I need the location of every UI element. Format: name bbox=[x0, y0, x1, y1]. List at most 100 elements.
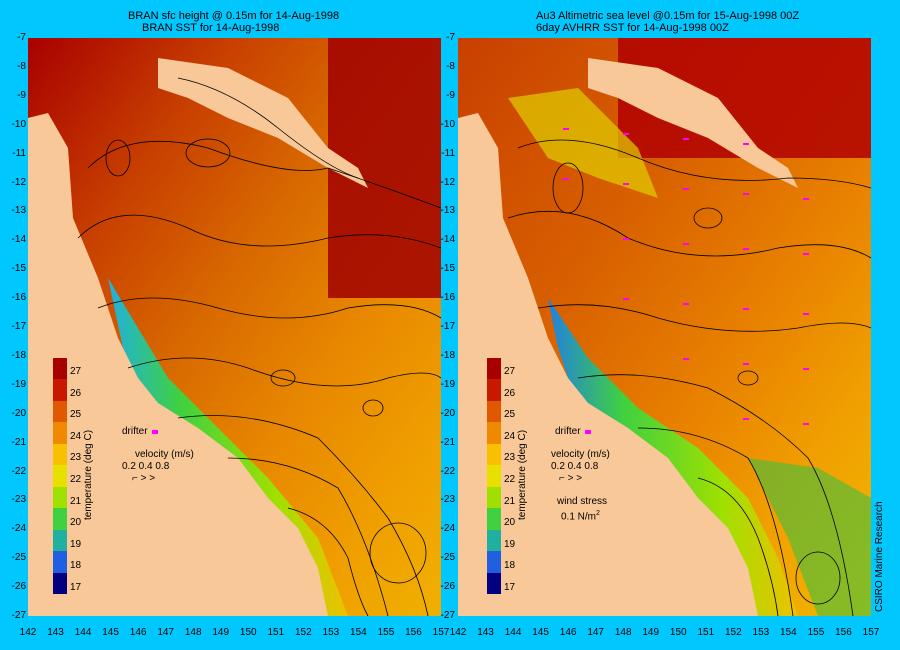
left-drifter-legend: drifter bbox=[122, 426, 159, 438]
colorbar-segment bbox=[487, 400, 501, 423]
colorbar-segment bbox=[53, 551, 67, 573]
longitude-tick-label: 146 bbox=[559, 627, 577, 638]
velocity-label: velocity (m/s) bbox=[135, 449, 194, 460]
latitude-tick-label: -19 bbox=[11, 378, 26, 390]
colorbar-tick-label: 21 bbox=[504, 495, 516, 507]
latitude-tick-label: -20 bbox=[11, 407, 26, 419]
latitude-tick-label: -16 bbox=[440, 292, 455, 304]
latitude-tick-label: -13 bbox=[440, 205, 455, 217]
latitude-tick-label: -24 bbox=[11, 523, 26, 535]
colorbar-tick-label: 22 bbox=[504, 474, 516, 485]
right-map bbox=[458, 38, 871, 616]
latitude-tick-label: -27 bbox=[11, 610, 26, 621]
latitude-tick-label: -9 bbox=[17, 89, 26, 101]
latitude-tick-label: -14 bbox=[11, 234, 26, 246]
latitude-tick-label: -27 bbox=[440, 610, 455, 621]
colorbar-tick-label: 26 bbox=[70, 387, 82, 399]
right-colorbar-title: temperature (deg C) bbox=[517, 429, 528, 520]
colorbar-tick-label: 24 bbox=[504, 430, 516, 442]
longitude-tick-label: 157 bbox=[432, 627, 450, 638]
longitude-tick-label: 156 bbox=[835, 627, 852, 638]
colorbar-segment bbox=[487, 465, 501, 487]
colorbar-tick-label: 17 bbox=[70, 582, 82, 593]
longitude-tick-label: 144 bbox=[504, 627, 522, 638]
credit-text: CSIRO Marine Research bbox=[874, 501, 885, 612]
longitude-tick-label: 154 bbox=[780, 627, 797, 638]
longitude-tick-label: 146 bbox=[129, 627, 147, 638]
wind-stress-legend: wind stress 0.1 N/m2 bbox=[557, 496, 607, 523]
left-map bbox=[28, 38, 441, 616]
colorbar-tick-label: 23 bbox=[70, 452, 82, 464]
latitude-tick-label: -16 bbox=[11, 292, 26, 304]
latitude-tick-label: -13 bbox=[11, 205, 26, 217]
longitude-tick-label: 150 bbox=[239, 627, 257, 638]
right-title-line2: 6day AVHRR SST for 14-Aug-1998 00Z bbox=[536, 22, 729, 34]
latitude-tick-label: -18 bbox=[440, 349, 455, 361]
latitude-tick-label: -8 bbox=[446, 60, 455, 72]
latitude-tick-label: -8 bbox=[17, 60, 26, 72]
colorbar-tick-label: 19 bbox=[504, 538, 516, 550]
latitude-tick-label: -25 bbox=[11, 552, 26, 564]
longitude-tick-label: 151 bbox=[697, 627, 715, 638]
longitude-tick-label: 152 bbox=[724, 627, 742, 638]
velocity-values: 0.2 0.4 0.8 bbox=[551, 461, 599, 472]
sea-level-contours bbox=[507, 139, 871, 616]
latitude-tick-label: -20 bbox=[440, 407, 455, 419]
velocity-arrows-icon: ⌐ > > bbox=[132, 473, 156, 484]
colorbar-segment bbox=[487, 486, 501, 509]
coastal-cool-water bbox=[548, 298, 798, 616]
latitude-tick-label: -26 bbox=[11, 581, 26, 593]
latitude-tick-label: -15 bbox=[11, 263, 26, 275]
colorbar-segment bbox=[487, 572, 501, 594]
latitude-tick-label: -22 bbox=[11, 465, 26, 477]
latitude-tick-label: -14 bbox=[440, 234, 455, 246]
colorbar-segment bbox=[53, 465, 67, 487]
longitude-tick-label: 143 bbox=[477, 627, 494, 638]
latitude-tick-label: -7 bbox=[17, 32, 26, 43]
left-map-title: BRAN sfc height @ 0.15m for 14-Aug-1998 … bbox=[128, 10, 339, 34]
latitude-tick-label: -10 bbox=[11, 118, 26, 130]
longitude-tick-label: 145 bbox=[102, 627, 119, 638]
longitude-tick-label: 155 bbox=[807, 627, 825, 638]
drifter-label: drifter bbox=[555, 426, 581, 437]
latitude-tick-label: -15 bbox=[440, 263, 455, 275]
colorbar-tick-label: 25 bbox=[70, 409, 82, 421]
longitude-tick-label: 151 bbox=[267, 627, 285, 638]
colorbar-tick-label: 26 bbox=[504, 387, 516, 399]
latitude-tick-label: -25 bbox=[440, 552, 455, 564]
longitude-tick-label: 153 bbox=[322, 627, 340, 638]
right-title-line1: Au3 Altimetric sea level @0.15m for 15-A… bbox=[536, 10, 800, 22]
longitude-tick-label: 149 bbox=[642, 627, 660, 638]
latitude-tick-label: -7 bbox=[446, 32, 455, 43]
sea-level-contours bbox=[77, 138, 441, 616]
colorbar-segment bbox=[487, 379, 501, 401]
latitude-tick-label: -21 bbox=[440, 436, 455, 448]
left-velocity-legend: velocity (m/s) 0.2 0.4 0.8 ⌐ > > bbox=[122, 449, 194, 485]
velocity-label: velocity (m/s) bbox=[551, 449, 610, 460]
colorbar-tick-label: 17 bbox=[504, 582, 516, 593]
longitude-tick-label: 147 bbox=[587, 627, 604, 638]
colorbar-tick-label: 19 bbox=[70, 538, 82, 550]
latitude-tick-label: -24 bbox=[440, 523, 455, 535]
drifter-marker-icon bbox=[152, 430, 159, 434]
colorbar-segment bbox=[487, 443, 501, 466]
colorbar-segment bbox=[487, 551, 501, 573]
left-colorbar-title: temperature (deg C) bbox=[83, 429, 94, 520]
wind-stress-exponent: 2 bbox=[596, 510, 600, 517]
latitude-tick-label: -23 bbox=[440, 494, 455, 506]
longitude-tick-label: 145 bbox=[532, 627, 549, 638]
longitude-tick-label: 157 bbox=[862, 627, 880, 638]
latitude-tick-label: -11 bbox=[441, 147, 455, 159]
latitude-tick-label: -26 bbox=[440, 581, 455, 593]
longitude-tick-label: 147 bbox=[157, 627, 174, 638]
wind-stress-arrows bbox=[563, 128, 809, 425]
left-title-line2: BRAN SST for 14-Aug-1998 bbox=[142, 22, 280, 34]
longitude-tick-label: 149 bbox=[212, 627, 230, 638]
longitude-tick-label: 144 bbox=[74, 627, 92, 638]
longitude-tick-label: 152 bbox=[294, 627, 312, 638]
drifter-label: drifter bbox=[122, 426, 148, 437]
colorbar-segment bbox=[487, 422, 501, 444]
velocity-values: 0.2 0.4 0.8 bbox=[122, 461, 170, 472]
left-map-canvas bbox=[28, 38, 441, 616]
colorbar-tick-label: 22 bbox=[70, 474, 82, 485]
